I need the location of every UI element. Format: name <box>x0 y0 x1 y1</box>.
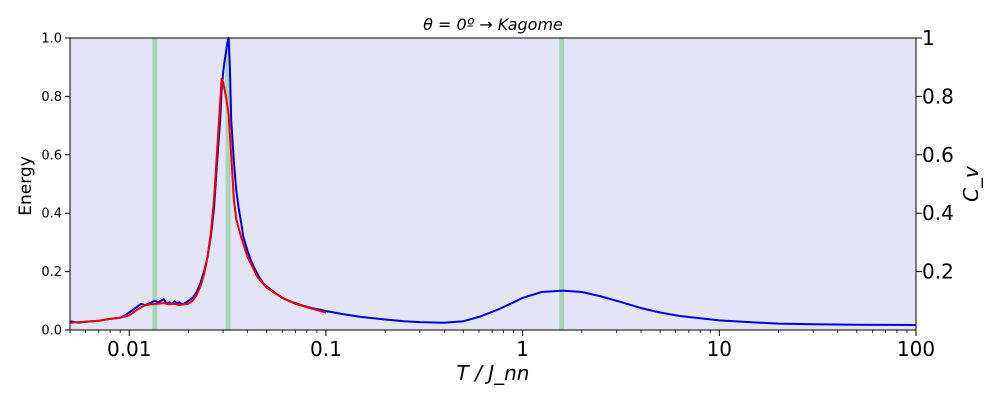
y-left-tick-label-4: 0.8 <box>41 90 62 105</box>
series-line-left <box>69 77 327 324</box>
y-right-tick-label-1: 0.4 <box>922 201 954 225</box>
x-tick-label-0: 0.01 <box>107 337 152 361</box>
plot-area <box>70 38 916 330</box>
y-right-tick-label-0: 0.2 <box>922 260 954 284</box>
x-tick-label-2: 1 <box>516 337 529 361</box>
y-left-tick-label-5: 1.0 <box>41 32 62 47</box>
y-axis-label-left: Energy <box>16 156 36 216</box>
y-left-tick-label-0: 0.0 <box>41 324 62 339</box>
y-right-tick-label-2: 0.6 <box>922 143 954 167</box>
y-right-tick-label-4: 1 <box>922 26 935 50</box>
y-axis-label-right: C_v <box>959 165 983 202</box>
y-right-tick-label-3: 0.8 <box>922 84 954 108</box>
y-left-tick-label-1: 0.2 <box>41 265 62 280</box>
chart-title: θ = 0º → Kagome <box>423 15 563 34</box>
y-left-tick-label-2: 0.4 <box>41 207 62 222</box>
x-axis-label: T / J_nn <box>457 361 530 385</box>
y-left-tick-label-3: 0.6 <box>41 148 62 163</box>
x-tick-label-3: 10 <box>707 337 732 361</box>
x-tick-label-1: 0.1 <box>310 337 342 361</box>
x-tick-label-4: 100 <box>897 337 935 361</box>
plot-frame <box>69 37 917 331</box>
